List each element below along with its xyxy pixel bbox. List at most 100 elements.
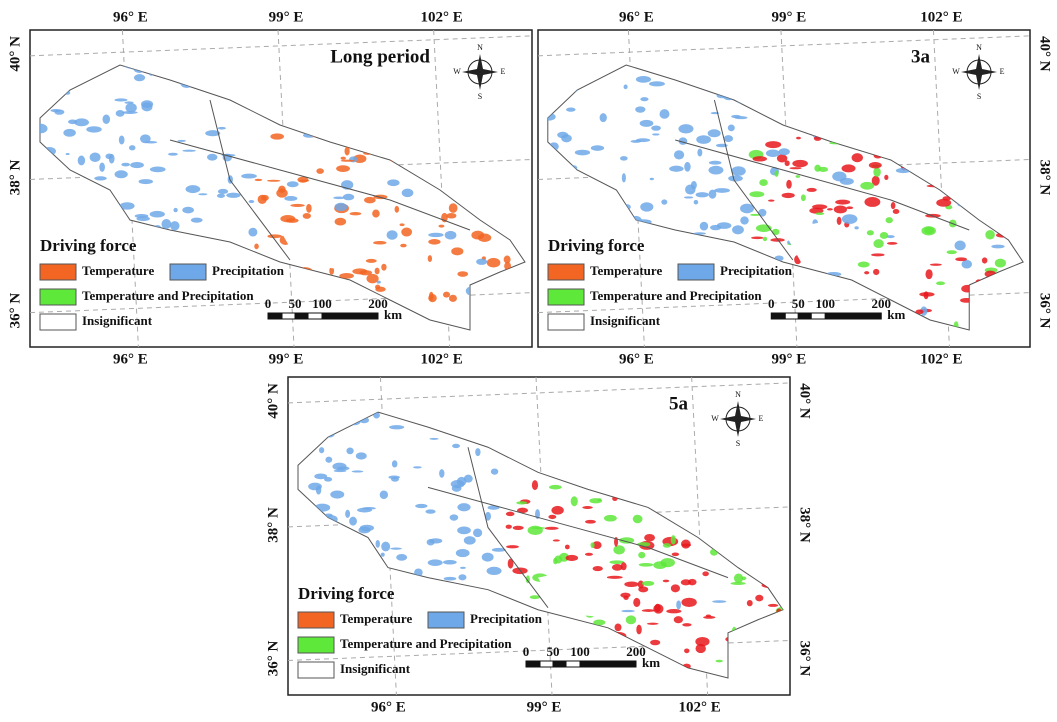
raster-patch xyxy=(198,193,208,196)
lon-label: 102° E xyxy=(421,351,463,367)
raster-patch xyxy=(248,227,258,237)
raster-patch xyxy=(89,152,101,163)
raster-patch xyxy=(459,566,466,569)
raster-patch xyxy=(873,167,881,177)
raster-patch xyxy=(593,619,606,626)
raster-patch xyxy=(659,109,670,119)
raster-patch xyxy=(248,200,255,203)
raster-patch xyxy=(359,270,373,276)
scale-segment xyxy=(579,660,637,668)
raster-patch xyxy=(365,258,377,263)
raster-patch xyxy=(372,209,380,218)
raster-patch xyxy=(561,134,572,143)
graticule xyxy=(379,376,397,696)
raster-patch xyxy=(650,639,661,646)
legend-swatch xyxy=(297,611,335,629)
raster-patch xyxy=(342,193,355,201)
lon-label: 99° E xyxy=(527,699,562,715)
raster-patch xyxy=(673,150,685,160)
raster-patch xyxy=(267,234,282,239)
raster-patch xyxy=(806,187,817,192)
raster-patch xyxy=(624,581,639,588)
raster-patch xyxy=(114,98,128,102)
raster-patch xyxy=(270,133,284,140)
raster-patch xyxy=(427,255,433,262)
subbasin-boundary xyxy=(209,99,291,261)
raster-patch xyxy=(507,558,514,569)
raster-patch xyxy=(621,173,626,183)
panel-title: 3a xyxy=(911,46,931,67)
lon-label: 99° E xyxy=(772,9,807,25)
raster-patch xyxy=(705,614,711,618)
raster-patch xyxy=(633,597,641,607)
graticule xyxy=(780,29,798,348)
compass-letter: W xyxy=(453,67,461,76)
scale-unit: km xyxy=(642,655,660,670)
raster-patch xyxy=(63,128,76,137)
raster-patch xyxy=(451,484,462,492)
compass-letter: S xyxy=(736,439,740,448)
raster-patch xyxy=(168,152,178,156)
raster-patch xyxy=(873,268,880,276)
raster-patch xyxy=(364,196,376,204)
raster-patch xyxy=(254,178,263,182)
raster-patch xyxy=(531,480,539,491)
raster-patch xyxy=(708,160,722,165)
raster-patch xyxy=(654,603,661,613)
raster-patch xyxy=(115,109,125,117)
compass-star xyxy=(462,54,498,90)
raster-patch xyxy=(826,208,833,211)
scale-label: 50 xyxy=(792,296,805,311)
raster-patch xyxy=(336,165,350,173)
raster-patch xyxy=(681,597,697,607)
raster-patch xyxy=(815,212,825,216)
lat-label: 38° N xyxy=(797,507,813,543)
raster-patch xyxy=(833,205,848,214)
raster-patch xyxy=(267,179,281,182)
raster-patch xyxy=(136,216,150,222)
raster-patch xyxy=(646,622,659,625)
legend: Driving force Temperature Precipitation Tem… xyxy=(297,584,543,679)
compass-star xyxy=(720,401,756,437)
raster-patch xyxy=(217,126,226,130)
scale-segment xyxy=(797,312,812,320)
raster-patch xyxy=(676,600,682,610)
raster-patch xyxy=(839,177,854,185)
raster-patch xyxy=(640,97,649,102)
raster-patch xyxy=(767,199,775,202)
subbasin-boundary xyxy=(467,447,549,609)
legend-swatch xyxy=(547,288,585,306)
raster-patch xyxy=(355,452,367,460)
raster-patch xyxy=(373,412,380,419)
raster-patch xyxy=(696,135,711,144)
raster-patch xyxy=(548,514,557,520)
raster-patch xyxy=(444,230,457,240)
raster-patch xyxy=(687,578,697,586)
raster-patch xyxy=(118,135,125,145)
map-panel: Long period N S E W Driving force Temperature P… xyxy=(29,29,533,348)
legend-swatch xyxy=(297,636,335,654)
raster-patch xyxy=(485,511,491,521)
raster-patch xyxy=(443,576,457,581)
raster-patch xyxy=(614,623,622,632)
legend-label: Insignificant xyxy=(82,313,153,328)
raster-patch xyxy=(683,196,694,199)
compass-letter: E xyxy=(1000,67,1005,76)
raster-patch xyxy=(170,221,180,231)
compass: N S E W xyxy=(453,43,505,101)
raster-patch xyxy=(673,616,683,624)
raster-patch xyxy=(428,291,434,301)
raster-patch xyxy=(929,263,942,266)
raster-patch xyxy=(428,232,444,238)
raster-patch xyxy=(205,130,221,137)
raster-patch xyxy=(765,141,782,149)
raster-patch xyxy=(476,258,488,265)
legend-title: Driving force xyxy=(548,236,645,255)
raster-patch xyxy=(868,161,882,169)
legend-label: Temperature xyxy=(340,611,412,626)
scale-segment xyxy=(565,660,581,668)
raster-patch xyxy=(621,609,635,613)
lon-label: 96° E xyxy=(619,351,654,367)
raster-patch xyxy=(125,103,137,113)
